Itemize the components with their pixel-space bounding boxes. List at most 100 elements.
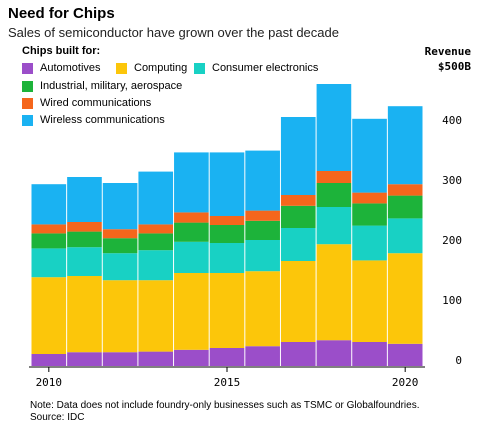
bar-segment-consumer-electronics-2014 xyxy=(174,241,209,273)
bar-segment-computing-2014 xyxy=(174,273,209,350)
bar-segment-wireless-communications-2015 xyxy=(209,152,245,216)
bar-segment-consumer-electronics-2016 xyxy=(245,240,280,272)
bar-segment-wireless-communications-2011 xyxy=(67,177,102,222)
legend-swatch xyxy=(116,62,127,74)
y-tick-label: 200 xyxy=(442,234,462,247)
footnote-source: Source: IDC xyxy=(30,412,85,423)
bar-segment-computing-2015 xyxy=(209,273,245,348)
bar-segment-industrial-military-aerospace-2016 xyxy=(245,220,280,240)
y-axis-title: Revenue xyxy=(424,45,471,58)
bar-segment-wired-communications-2012 xyxy=(102,229,138,239)
y-tick-label: 400 xyxy=(442,114,462,127)
bar-segment-wired-communications-2019 xyxy=(352,192,387,204)
bar-segment-industrial-military-aerospace-2011 xyxy=(67,231,102,248)
legend-item-industrial: Industrial, military, aerospace xyxy=(22,80,182,92)
bar-segment-wireless-communications-2017 xyxy=(280,117,316,195)
bar-segment-industrial-military-aerospace-2014 xyxy=(174,222,209,242)
bar-segment-wireless-communications-2019 xyxy=(352,118,387,193)
bar-segment-automotives-2015 xyxy=(209,348,245,366)
x-tick-label: 2015 xyxy=(214,376,241,389)
footnote: Note: Data does not include foundry-only… xyxy=(30,400,419,424)
bar-segment-wired-communications-2010 xyxy=(31,224,67,234)
bar-segment-consumer-electronics-2019 xyxy=(352,225,387,261)
bar-segment-consumer-electronics-2017 xyxy=(280,228,316,261)
bar-segment-computing-2013 xyxy=(138,280,174,352)
bar-segment-automotives-2020 xyxy=(387,343,423,366)
bar-segment-consumer-electronics-2012 xyxy=(102,253,138,281)
x-tick-label: 2020 xyxy=(392,376,419,389)
chart-subtitle: Sales of semiconductor have grown over t… xyxy=(8,25,339,40)
legend-label: Wired communications xyxy=(40,97,152,109)
bar-segment-automotives-2014 xyxy=(174,349,209,366)
bar-segment-computing-2019 xyxy=(352,260,387,342)
legend-title: Chips built for: xyxy=(22,45,101,57)
bar-segment-wireless-communications-2014 xyxy=(174,152,209,213)
bar-segment-automotives-2019 xyxy=(352,342,387,366)
legend-swatch xyxy=(22,114,33,126)
bar-segment-industrial-military-aerospace-2010 xyxy=(31,233,67,249)
bar-segment-automotives-2012 xyxy=(102,352,138,366)
y-tick-label: 0 xyxy=(455,354,462,367)
bar-segment-wireless-communications-2020 xyxy=(387,106,423,185)
bar-segment-computing-2016 xyxy=(245,271,280,347)
bar-segment-industrial-military-aerospace-2020 xyxy=(387,195,423,219)
bar-segment-industrial-military-aerospace-2012 xyxy=(102,238,138,254)
bar-segment-consumer-electronics-2018 xyxy=(316,207,352,245)
legend-label: Computing xyxy=(134,62,188,74)
bar-segment-consumer-electronics-2020 xyxy=(387,218,423,254)
bar-segment-consumer-electronics-2010 xyxy=(31,248,67,278)
legend-item-wired: Wired communications xyxy=(22,97,151,109)
legend-label: Industrial, military, aerospace xyxy=(40,80,183,92)
bar-segment-computing-2012 xyxy=(102,280,138,353)
bar-segment-industrial-military-aerospace-2017 xyxy=(280,205,316,228)
bar-segment-automotives-2010 xyxy=(31,354,67,366)
bar-segment-wired-communications-2013 xyxy=(138,224,174,234)
bar-segment-wireless-communications-2010 xyxy=(31,184,67,225)
bar-segment-wireless-communications-2012 xyxy=(102,183,138,230)
legend-swatch xyxy=(22,97,33,109)
x-tick-label: 2010 xyxy=(36,376,63,389)
bar-segment-wired-communications-2015 xyxy=(209,216,245,225)
legend-label: Automotives xyxy=(40,62,101,74)
legend-item-computing: Computing xyxy=(116,62,187,74)
legend-swatch xyxy=(22,80,33,92)
bar-segment-industrial-military-aerospace-2015 xyxy=(209,225,245,243)
bar-segment-automotives-2017 xyxy=(280,342,316,366)
bar-segment-computing-2018 xyxy=(316,244,352,341)
legend-label: Wireless communications xyxy=(40,114,165,126)
bar-segment-wireless-communications-2016 xyxy=(245,150,280,211)
bar-segment-industrial-military-aerospace-2013 xyxy=(138,233,174,251)
bar-segment-automotives-2018 xyxy=(316,340,352,366)
bar-segment-automotives-2016 xyxy=(245,346,280,366)
legend-item-automotives: Automotives xyxy=(22,62,101,74)
bar-segment-industrial-military-aerospace-2019 xyxy=(352,203,387,226)
bar-segment-computing-2010 xyxy=(31,277,67,354)
bar-segment-wired-communications-2018 xyxy=(316,171,352,183)
footnote-note: Note: Data does not include foundry-only… xyxy=(30,400,420,411)
legend-swatch xyxy=(22,62,33,74)
bar-segment-automotives-2013 xyxy=(138,351,174,366)
bar-segment-wired-communications-2014 xyxy=(174,212,209,223)
bar-segment-computing-2020 xyxy=(387,253,423,344)
bar-segment-wired-communications-2020 xyxy=(387,184,423,196)
bar-segment-wireless-communications-2013 xyxy=(138,171,174,225)
bar-segment-computing-2011 xyxy=(67,276,102,353)
bar-segment-industrial-military-aerospace-2018 xyxy=(316,183,352,207)
bar-segment-wired-communications-2011 xyxy=(67,222,102,232)
bar-segment-automotives-2011 xyxy=(67,352,102,366)
bar-segment-wired-communications-2016 xyxy=(245,210,280,221)
legend-swatch xyxy=(194,62,205,74)
bar-segment-consumer-electronics-2011 xyxy=(67,247,102,276)
chart-title: Need for Chips xyxy=(8,5,115,22)
bar-segment-wireless-communications-2018 xyxy=(316,84,352,171)
y-tick-label: 300 xyxy=(442,174,462,187)
legend-item-wireless: Wireless communications xyxy=(22,114,165,126)
y-axis-max-label: $500B xyxy=(437,60,471,73)
bar-segment-consumer-electronics-2015 xyxy=(209,243,245,273)
legend-label: Consumer electronics xyxy=(212,62,319,74)
bar-segment-consumer-electronics-2013 xyxy=(138,250,174,281)
y-tick-label: 100 xyxy=(442,294,462,307)
bar-segment-computing-2017 xyxy=(280,261,316,342)
legend-item-consumer-electronics: Consumer electronics xyxy=(194,62,318,74)
